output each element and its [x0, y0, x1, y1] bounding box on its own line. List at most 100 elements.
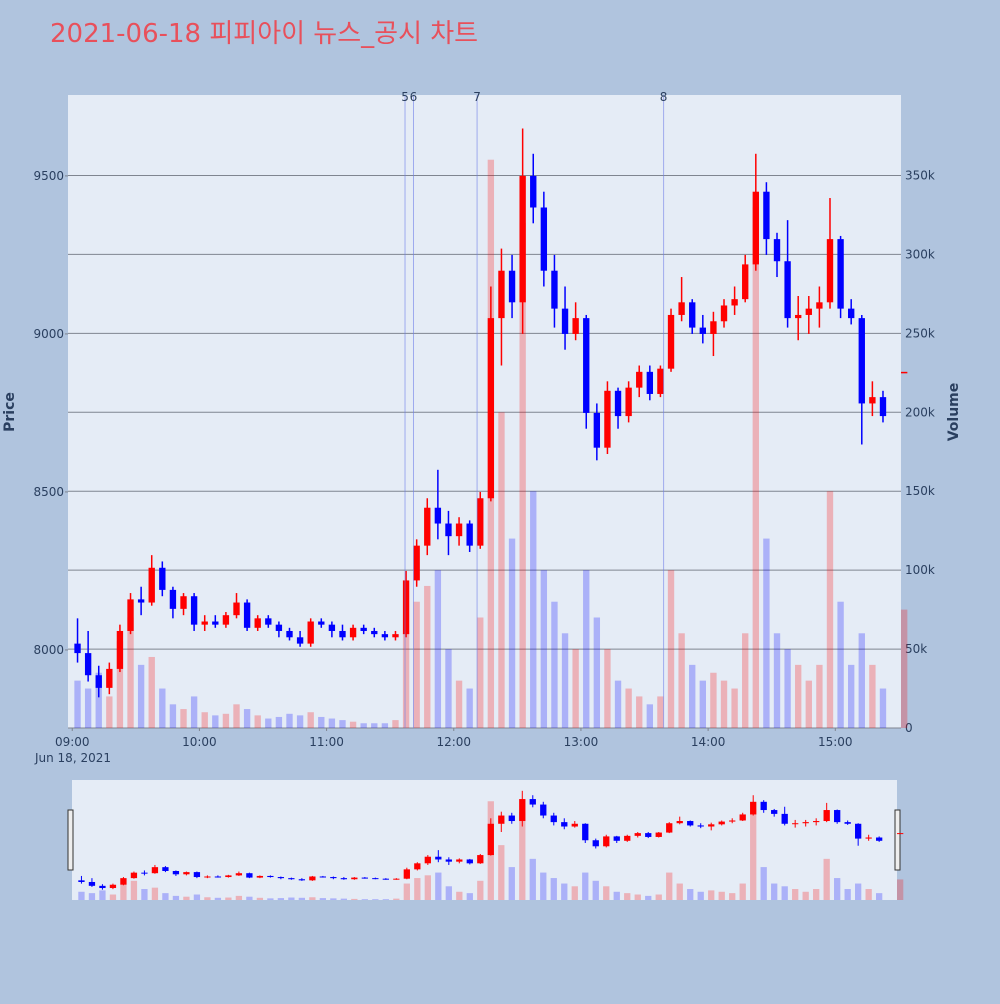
- volume-bar: [307, 712, 314, 728]
- candle-body: [816, 302, 823, 309]
- slider-volume-bar: [708, 890, 715, 900]
- candle-body: [477, 498, 484, 546]
- volume-bar: [805, 680, 812, 728]
- slider-volume-bar: [298, 897, 306, 900]
- volume-bar: [858, 633, 865, 728]
- slider-candle-body: [771, 810, 778, 814]
- slider-candle-body: [277, 877, 285, 879]
- slider-candle-body: [519, 799, 526, 822]
- slider-volume-bar: [340, 898, 347, 900]
- candle-body: [307, 621, 314, 644]
- slider-volume-bar: [844, 889, 851, 900]
- range-handle[interactable]: [67, 809, 74, 871]
- slider-candle-body: [897, 833, 904, 835]
- volume-bar: [604, 649, 611, 728]
- candle-body: [349, 627, 357, 638]
- slider-volume-bar: [529, 858, 536, 900]
- slider-candle-body: [708, 824, 715, 827]
- volume-bar: [413, 601, 420, 728]
- range-slider[interactable]: [72, 780, 897, 900]
- slider-volume-bar: [655, 894, 662, 900]
- slider-volume-bar: [403, 883, 410, 900]
- candle-body: [286, 630, 293, 638]
- slider-candle-body: [340, 878, 347, 880]
- slider-volume-bar: [582, 872, 589, 900]
- volume-bar: [795, 664, 802, 728]
- volume-bar: [84, 688, 92, 728]
- annotation-label: 7: [473, 90, 481, 104]
- slider-volume-bar: [256, 897, 264, 900]
- slider-candle-body: [330, 877, 337, 879]
- candle-body: [636, 371, 643, 388]
- volume-bar: [636, 696, 643, 728]
- candle-body: [180, 596, 187, 609]
- volume-bar: [466, 688, 473, 728]
- candle-body: [137, 599, 145, 603]
- slider-volume-bar: [540, 872, 547, 900]
- slider-volume-bar: [781, 886, 788, 900]
- slider-volume-bar: [508, 867, 515, 900]
- slider-volume-bar: [162, 893, 169, 900]
- slider-volume-bar: [288, 897, 295, 900]
- y2-axis-title: Volume: [946, 383, 962, 442]
- candle-body: [222, 615, 230, 625]
- candle-body: [360, 627, 367, 631]
- volume-bar: [201, 712, 208, 728]
- slider-candle-body: [792, 823, 799, 825]
- slider-candle-body: [561, 822, 568, 827]
- candle-body: [243, 602, 251, 628]
- candle-body: [275, 624, 283, 631]
- volume-bar: [498, 412, 505, 728]
- candle-body: [689, 302, 696, 328]
- y-axis-title: Price: [2, 392, 18, 432]
- volume-bar: [593, 617, 601, 728]
- volume-bar: [699, 680, 706, 728]
- slider-candle-body: [750, 801, 757, 815]
- slider-candle-body: [172, 871, 180, 875]
- candle-body: [233, 602, 240, 616]
- volume-bar: [720, 680, 728, 728]
- volume-bar: [296, 715, 304, 728]
- slider-volume-bar: [697, 891, 704, 900]
- volume-bar: [551, 601, 558, 728]
- slider-volume-bar: [802, 891, 809, 900]
- x-tick-label: 14:00: [691, 735, 726, 749]
- volume-bar: [360, 723, 367, 728]
- slider-candle-body: [855, 823, 862, 839]
- candle-body: [699, 327, 706, 334]
- candle-body: [339, 630, 346, 638]
- slider-volume-bar: [109, 894, 117, 900]
- candle-body: [424, 507, 431, 546]
- candle-body: [169, 589, 177, 609]
- slider-candle-body: [697, 825, 704, 827]
- slider-candle-body: [393, 878, 400, 880]
- slider-volume-bar: [225, 897, 232, 900]
- slider-volume-bar: [592, 880, 599, 900]
- slider-volume-bar: [267, 898, 274, 900]
- slider-volume-bar: [498, 845, 505, 900]
- slider-candle-body: [655, 832, 662, 837]
- slider-candle-body: [298, 879, 306, 881]
- slider-candle-body: [309, 876, 316, 881]
- slider-volume-bar: [561, 883, 568, 900]
- slider-candle-body: [151, 867, 159, 874]
- slider-volume-bar: [718, 891, 725, 900]
- candle-body: [530, 175, 537, 208]
- volume-bar: [74, 680, 81, 728]
- slider-candle-body: [403, 869, 410, 879]
- candle-body: [498, 270, 505, 319]
- volume-bar: [752, 207, 759, 729]
- slider-candle-body: [802, 822, 809, 824]
- slider-candle-body: [571, 823, 578, 827]
- volume-bar: [286, 713, 293, 728]
- volume-bar: [646, 704, 654, 728]
- range-handle[interactable]: [894, 809, 901, 871]
- volume-bar: [381, 723, 389, 728]
- slider-candle-body: [267, 875, 274, 878]
- candle-body: [625, 387, 632, 417]
- slider-candle-body: [613, 836, 620, 841]
- slider-candle-body: [435, 856, 442, 860]
- x-tick-label: 09:00: [55, 735, 90, 749]
- candle-body: [551, 270, 558, 309]
- chart-title: 2021-06-18 피피아이 뉴스_공시 차트: [50, 19, 478, 49]
